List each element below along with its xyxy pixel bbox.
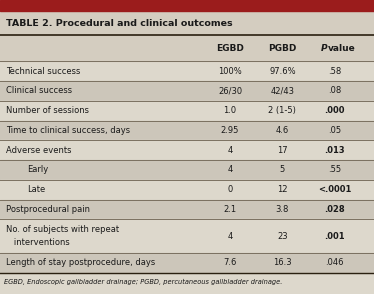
Text: 17: 17	[277, 146, 288, 155]
Text: 26/30: 26/30	[218, 86, 242, 95]
Bar	[0, 200, 374, 219]
Text: 4: 4	[227, 232, 233, 241]
Text: 2 (1-5): 2 (1-5)	[269, 106, 296, 115]
Bar	[0, 253, 374, 273]
Text: 16.3: 16.3	[273, 258, 292, 268]
Text: EGBD, Endoscopic gallbladder drainage; PGBD, percutaneous gallbladder drainage.: EGBD, Endoscopic gallbladder drainage; P…	[4, 279, 283, 285]
Text: Time to clinical success, days: Time to clinical success, days	[6, 126, 131, 135]
Text: Length of stay postprocedure, days: Length of stay postprocedure, days	[6, 258, 156, 268]
Text: 1.0: 1.0	[223, 106, 237, 115]
Text: Early: Early	[27, 166, 48, 174]
Text: .000: .000	[325, 106, 345, 115]
Text: value: value	[328, 44, 355, 53]
Text: PGBD: PGBD	[268, 44, 297, 53]
Text: Postprocedural pain: Postprocedural pain	[6, 205, 91, 214]
Bar	[0, 61, 374, 81]
Bar	[0, 101, 374, 121]
Text: 23: 23	[277, 232, 288, 241]
Text: Adverse events: Adverse events	[6, 146, 72, 155]
Bar	[0, 0, 374, 11]
Text: .55: .55	[328, 166, 341, 174]
Text: Number of sessions: Number of sessions	[6, 106, 89, 115]
Text: 97.6%: 97.6%	[269, 66, 296, 76]
Text: 4: 4	[227, 146, 233, 155]
Text: .58: .58	[328, 66, 341, 76]
Text: .08: .08	[328, 86, 341, 95]
Text: Technical success: Technical success	[6, 66, 81, 76]
Text: Clinical success: Clinical success	[6, 86, 73, 95]
Text: <.0001: <.0001	[318, 185, 352, 194]
Bar	[0, 121, 374, 140]
Bar	[0, 35, 374, 61]
Text: P: P	[321, 44, 328, 53]
Text: .05: .05	[328, 126, 341, 135]
Bar	[0, 160, 374, 180]
Bar	[0, 11, 374, 35]
Text: Late: Late	[27, 185, 45, 194]
Text: 2.95: 2.95	[221, 126, 239, 135]
Text: 2.1: 2.1	[223, 205, 237, 214]
Bar	[0, 81, 374, 101]
Text: .001: .001	[324, 232, 345, 241]
Text: interventions: interventions	[6, 238, 70, 248]
Text: 7.6: 7.6	[223, 258, 237, 268]
Text: 42/43: 42/43	[270, 86, 294, 95]
Text: 4.6: 4.6	[276, 126, 289, 135]
Text: 4: 4	[227, 166, 233, 174]
Bar	[0, 180, 374, 200]
Text: .046: .046	[325, 258, 344, 268]
Text: .028: .028	[324, 205, 345, 214]
Text: 0: 0	[227, 185, 233, 194]
Bar	[0, 140, 374, 160]
Text: 3.8: 3.8	[276, 205, 289, 214]
Text: TABLE 2. Procedural and clinical outcomes: TABLE 2. Procedural and clinical outcome…	[6, 19, 232, 28]
Text: 12: 12	[277, 185, 288, 194]
Text: EGBD: EGBD	[216, 44, 244, 53]
Text: No. of subjects with repeat: No. of subjects with repeat	[6, 225, 119, 234]
Text: 5: 5	[280, 166, 285, 174]
Text: .013: .013	[324, 146, 345, 155]
Bar	[0, 219, 374, 253]
Text: 100%: 100%	[218, 66, 242, 76]
